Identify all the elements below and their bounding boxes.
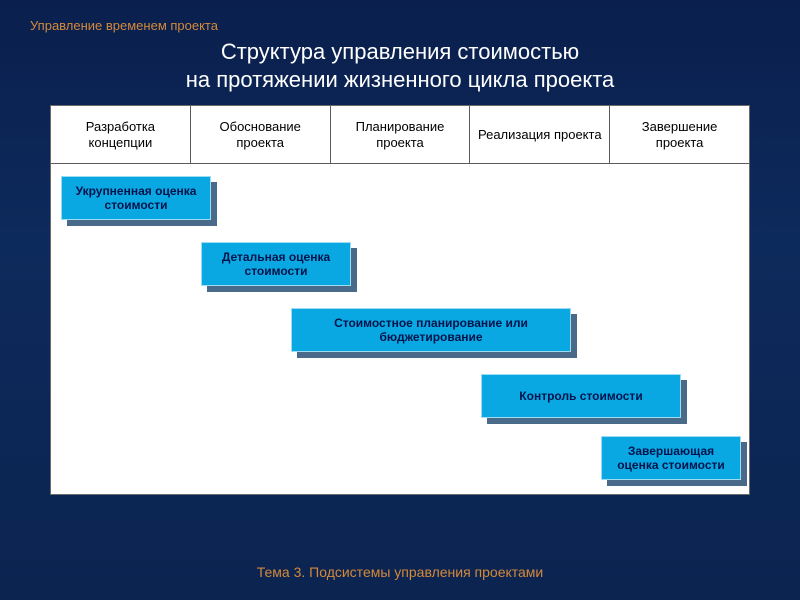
- activity-cost-planning-budgeting: Стоимостное планирование или бюджетирова…: [291, 308, 571, 352]
- page-title: Структура управления стоимостью на протя…: [0, 38, 800, 93]
- lifecycle-panel: Разработка концепции Обоснование проекта…: [50, 105, 750, 495]
- phase-col-planning: Планирование проекта: [331, 106, 471, 164]
- phase-col-concept: Разработка концепции: [51, 106, 191, 164]
- footer-topic: Тема 3. Подсистемы управления проектами: [0, 564, 800, 580]
- activity-aggregate-estimate: Укрупненная оценка стоимости: [61, 176, 211, 220]
- phase-col-justification: Обоснование проекта: [191, 106, 331, 164]
- activity-detailed-estimate: Детальная оценка стоимости: [201, 242, 351, 286]
- title-line-2: на протяжении жизненного цикла проекта: [0, 66, 800, 94]
- phase-col-execution: Реализация проекта: [470, 106, 610, 164]
- phase-header-row: Разработка концепции Обоснование проекта…: [51, 106, 749, 164]
- title-line-1: Структура управления стоимостью: [0, 38, 800, 66]
- activity-final-estimate: Завершающая оценка стоимости: [601, 436, 741, 480]
- gantt-area: Укрупненная оценка стоимости Детальная о…: [51, 164, 749, 494]
- phase-col-closure: Завершение проекта: [610, 106, 749, 164]
- breadcrumb: Управление временем проекта: [30, 18, 218, 33]
- activity-cost-control: Контроль стоимости: [481, 374, 681, 418]
